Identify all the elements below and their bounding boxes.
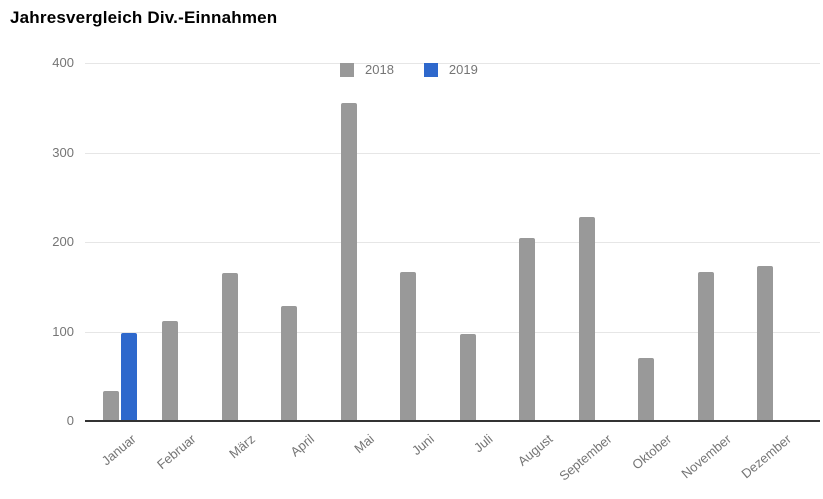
bar-2018-mai[interactable] (341, 103, 357, 421)
y-axis-label: 100 (52, 324, 74, 339)
bar-2018-januar[interactable] (103, 391, 119, 421)
legend-swatch-2019 (423, 62, 438, 77)
chart-title: Jahresvergleich Div.-Einnahmen (10, 8, 278, 27)
gridline-400 (85, 63, 820, 64)
gridline-100 (85, 332, 820, 333)
y-axis-label: 300 (52, 145, 74, 160)
bar-2019-januar[interactable] (121, 333, 137, 421)
x-axis-label-januar: Januar (98, 431, 139, 469)
x-axis-label-september: September (556, 431, 615, 484)
legend-item-2018: 2018 (340, 62, 394, 77)
x-axis-label-märz: März (226, 431, 258, 462)
legend-swatch-2018 (340, 62, 354, 77)
bar-2018-februar[interactable] (162, 321, 178, 421)
x-axis-label-november: November (678, 431, 734, 482)
x-axis-label-juni: Juni (408, 431, 437, 459)
gridline-300 (85, 153, 820, 154)
x-axis-label-august: August (514, 431, 556, 469)
x-axis-label-oktober: Oktober (629, 431, 675, 473)
gridline-200 (85, 242, 820, 243)
legend-label-2019: 2019 (448, 62, 478, 77)
x-axis-label-februar: Februar (153, 431, 199, 472)
bar-2018-juli[interactable] (460, 334, 476, 421)
chart-legend: 2018 2019 (340, 62, 478, 77)
bar-2018-april[interactable] (281, 306, 297, 421)
legend-label-2018: 2018 (365, 62, 394, 77)
x-axis-line (85, 420, 820, 422)
legend-item-2019: 2019 (423, 62, 478, 77)
bar-2018-oktober[interactable] (638, 358, 654, 421)
x-axis-label-dezember: Dezember (737, 431, 794, 482)
y-axis-label: 0 (66, 413, 74, 428)
x-axis-label-juli: Juli (471, 431, 496, 456)
y-axis-label: 200 (52, 234, 74, 249)
bar-2018-juni[interactable] (400, 272, 416, 421)
bar-2018-august[interactable] (519, 238, 535, 421)
y-axis-label: 400 (52, 55, 74, 70)
bar-2018-november[interactable] (698, 272, 714, 421)
bar-2018-september[interactable] (579, 217, 595, 421)
bar-2018-märz[interactable] (222, 273, 238, 421)
bar-2018-dezember[interactable] (757, 266, 773, 421)
x-axis-label-april: April (287, 431, 318, 460)
x-axis-label-mai: Mai (351, 431, 377, 457)
